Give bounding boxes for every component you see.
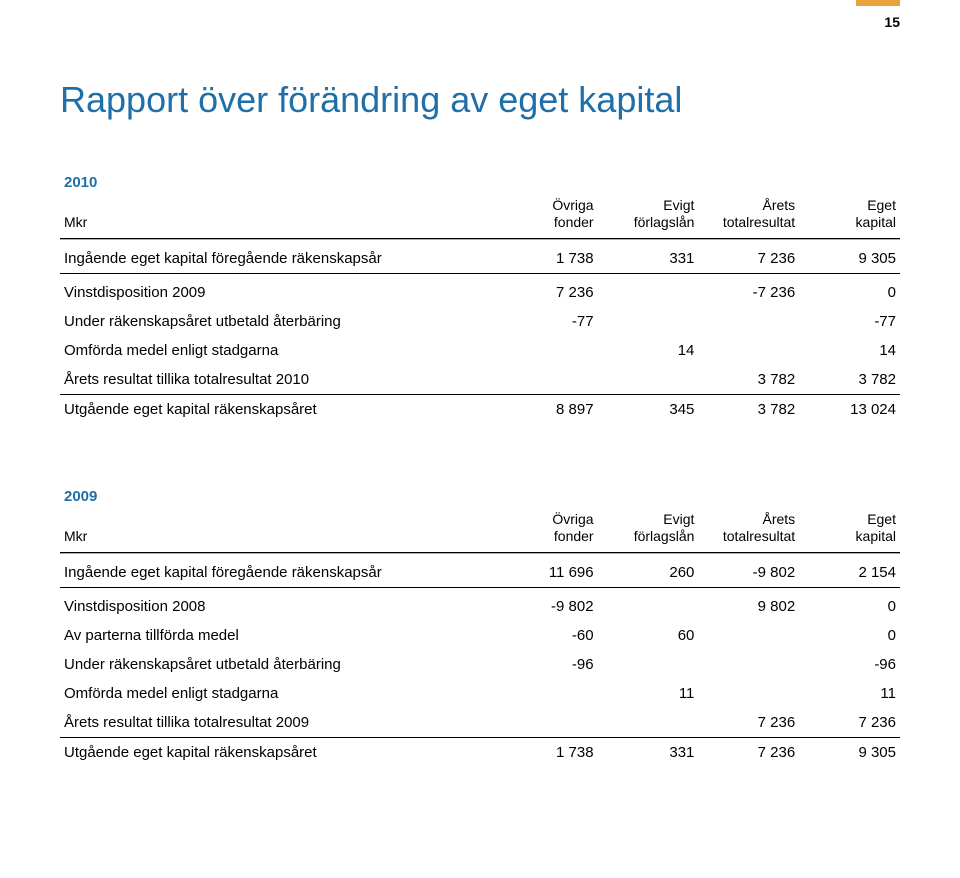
row-label: Omförda medel enligt stadgarna <box>60 336 497 365</box>
cell-value: 3 782 <box>799 365 900 395</box>
cell-value: -77 <box>497 307 598 336</box>
cell-value: 0 <box>799 621 900 650</box>
column-header: Evigtförlagslån <box>598 505 699 553</box>
cell-value: 2 154 <box>799 554 900 588</box>
cell-value: 7 236 <box>698 240 799 274</box>
cell-value: 14 <box>799 336 900 365</box>
cell-value: 3 782 <box>698 394 799 424</box>
cell-value: 260 <box>598 554 699 588</box>
row-label: Ingående eget kapital föregående räkensk… <box>60 240 497 274</box>
cell-value: 11 696 <box>497 554 598 588</box>
cell-value: -96 <box>799 650 900 679</box>
cell-value: 9 802 <box>698 587 799 621</box>
cell-value: 331 <box>598 737 699 767</box>
cell-value <box>497 365 598 395</box>
row-label: Utgående eget kapital räkenskapsåret <box>60 394 497 424</box>
row-label: Under räkenskapsåret utbetald återbäring <box>60 307 497 336</box>
page-number: 15 <box>856 14 900 30</box>
cell-value: -9 802 <box>698 554 799 588</box>
cell-value <box>497 679 598 708</box>
row-label: Vinstdisposition 2009 <box>60 273 497 307</box>
cell-value: 9 305 <box>799 737 900 767</box>
cell-value <box>598 307 699 336</box>
column-header: Egetkapital <box>799 505 900 553</box>
cell-value: 3 782 <box>698 365 799 395</box>
row-label-header: Mkr <box>60 191 497 239</box>
cell-value: 1 738 <box>497 240 598 274</box>
page-title: Rapport över förändring av eget kapital <box>60 80 900 120</box>
equity-table-2009: 2009MkrÖvrigafonderEvigtförlagslånÅretst… <box>60 484 900 767</box>
cell-value <box>598 273 699 307</box>
cell-value: 0 <box>799 273 900 307</box>
cell-value: -60 <box>497 621 598 650</box>
column-header: Evigtförlagslån <box>598 191 699 239</box>
cell-value: 7 236 <box>698 708 799 738</box>
cell-value: -9 802 <box>497 587 598 621</box>
equity-table-2010: 2010MkrÖvrigafonderEvigtförlagslånÅretst… <box>60 170 900 424</box>
cell-value: -7 236 <box>698 273 799 307</box>
cell-value <box>497 708 598 738</box>
row-label: Omförda medel enligt stadgarna <box>60 679 497 708</box>
row-label: Av parterna tillförda medel <box>60 621 497 650</box>
column-header: Egetkapital <box>799 191 900 239</box>
column-header: Övrigafonder <box>497 505 598 553</box>
row-label: Årets resultat tillika totalresultat 200… <box>60 708 497 738</box>
cell-value: 1 738 <box>497 737 598 767</box>
cell-value <box>598 650 699 679</box>
column-header: Åretstotalresultat <box>698 191 799 239</box>
cell-value <box>598 365 699 395</box>
table-year: 2009 <box>60 484 900 505</box>
section-gap <box>60 424 900 484</box>
row-label: Under räkenskapsåret utbetald återbäring <box>60 650 497 679</box>
cell-value <box>598 587 699 621</box>
row-label: Årets resultat tillika totalresultat 201… <box>60 365 497 395</box>
row-label: Utgående eget kapital räkenskapsåret <box>60 737 497 767</box>
cell-value: 7 236 <box>698 737 799 767</box>
column-header: Övrigafonder <box>497 191 598 239</box>
cell-value: 7 236 <box>799 708 900 738</box>
cell-value: 345 <box>598 394 699 424</box>
row-label: Ingående eget kapital föregående räkensk… <box>60 554 497 588</box>
cell-value <box>698 336 799 365</box>
table-year: 2010 <box>60 170 900 191</box>
cell-value <box>698 650 799 679</box>
cell-value <box>497 336 598 365</box>
cell-value <box>598 708 699 738</box>
cell-value: 13 024 <box>799 394 900 424</box>
cell-value <box>698 679 799 708</box>
column-header: Åretstotalresultat <box>698 505 799 553</box>
row-label: Vinstdisposition 2008 <box>60 587 497 621</box>
cell-value: 8 897 <box>497 394 598 424</box>
cell-value: 60 <box>598 621 699 650</box>
cell-value: 11 <box>598 679 699 708</box>
cell-value: -77 <box>799 307 900 336</box>
cell-value: 7 236 <box>497 273 598 307</box>
row-label-header: Mkr <box>60 505 497 553</box>
cell-value: 331 <box>598 240 699 274</box>
tables-container: 2010MkrÖvrigafonderEvigtförlagslånÅretst… <box>60 170 900 767</box>
accent-bar <box>856 0 900 6</box>
cell-value: 14 <box>598 336 699 365</box>
cell-value: 0 <box>799 587 900 621</box>
cell-value: -96 <box>497 650 598 679</box>
cell-value <box>698 307 799 336</box>
cell-value <box>698 621 799 650</box>
cell-value: 11 <box>799 679 900 708</box>
cell-value: 9 305 <box>799 240 900 274</box>
